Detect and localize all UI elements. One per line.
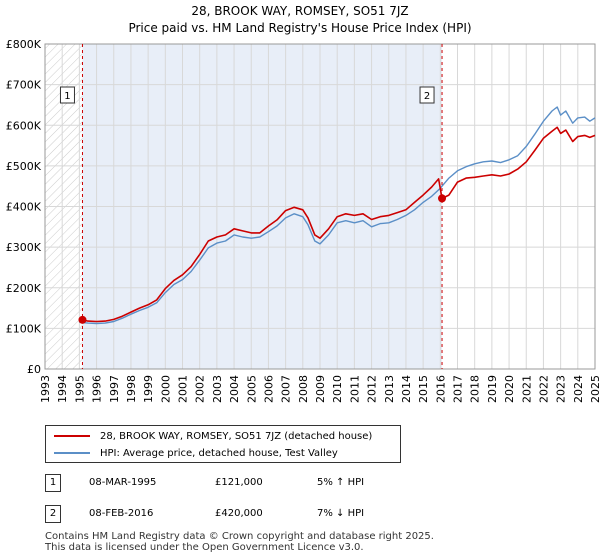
- x-tick-label: 2015: [417, 375, 430, 403]
- x-tick-label: 2017: [452, 375, 465, 403]
- legend-item-hpi: HPI: Average price, detached house, Test…: [46, 445, 338, 461]
- legend: 28, BROOK WAY, ROMSEY, SO51 7JZ (detache…: [45, 425, 401, 463]
- price-chart: £0 £100K £200K £300K £400K £500K £600K £700K £80…: [6, 38, 600, 403]
- x-tick-label: 2004: [228, 375, 241, 403]
- x-tick-label: 2000: [159, 375, 172, 403]
- x-tick-label: 2001: [177, 375, 190, 403]
- sale-box-label-2: 2: [424, 91, 430, 102]
- property-price-line: [82, 126, 596, 323]
- sale-price-2: £420,000: [215, 508, 263, 519]
- chart-subtitle: Price paid vs. HM Land Registry's House …: [128, 21, 472, 35]
- sale-box-2: [419, 86, 435, 104]
- legend-item-property: 28, BROOK WAY, ROMSEY, SO51 7JZ (detache…: [46, 428, 372, 444]
- sale-hpi-1: 5% ↑ HPI: [317, 477, 365, 488]
- y-tick-label: £100K: [6, 322, 42, 335]
- sale-box-1: [59, 86, 75, 104]
- x-tick-label: 2009: [314, 375, 327, 403]
- y-tick-label: £200K: [6, 282, 42, 295]
- sale-number-1: 1: [45, 474, 61, 492]
- sale-date-1: 08-MAR-1995: [89, 477, 157, 488]
- y-tick-label: £400K: [6, 201, 42, 214]
- x-tick-label: 1996: [91, 375, 104, 403]
- y-tick-label: £500K: [6, 160, 42, 173]
- x-tick-label: 2014: [400, 375, 413, 403]
- x-tick-label: 2011: [348, 375, 361, 403]
- x-tick-label: 2019: [486, 375, 499, 403]
- x-tick-label: 2003: [211, 375, 224, 403]
- sale-number-2: 2: [45, 505, 61, 523]
- x-tick-label: 2025: [589, 375, 600, 403]
- x-tick-label: 2006: [262, 375, 275, 403]
- footer-copyright: Contains HM Land Registry data © Crown c…: [45, 531, 434, 542]
- x-tick-label: 2008: [297, 375, 310, 403]
- x-tick-label: 2022: [537, 375, 550, 403]
- footer-license: This data is licensed under the Open Gov…: [45, 542, 364, 553]
- x-tick-label: 2007: [280, 375, 293, 403]
- y-tick-label: £700K: [6, 79, 42, 92]
- chart-title: 28, BROOK WAY, ROMSEY, SO51 7JZ: [191, 4, 409, 18]
- sale-marker-2: [438, 194, 447, 203]
- x-tick-label: 2020: [503, 375, 516, 403]
- x-tick-label: 1998: [125, 375, 138, 403]
- sale-row-2: 2 08-FEB-2016 £420,000 7% ↓ HPI: [45, 505, 585, 523]
- x-tick-label: 2021: [520, 375, 533, 403]
- sale-box-label-1: 1: [64, 91, 70, 102]
- y-tick-label: £0: [27, 363, 41, 376]
- legend-label-property: 28, BROOK WAY, ROMSEY, SO51 7JZ (detache…: [100, 430, 373, 442]
- y-tick-label: £600K: [6, 119, 42, 132]
- legend-swatch-property: [54, 435, 90, 437]
- x-tick-label: 2005: [245, 375, 258, 403]
- sale-marker-1: [78, 315, 87, 324]
- x-tick-label: 2024: [572, 375, 585, 403]
- sale-row-1: 1 08-MAR-1995 £121,000 5% ↑ HPI: [45, 474, 585, 492]
- x-tick-label: 2013: [383, 375, 396, 403]
- x-tick-label: 1999: [142, 375, 155, 403]
- x-tick-label: 2012: [366, 375, 379, 403]
- x-tick-label: 2018: [469, 375, 482, 403]
- legend-label-hpi: HPI: Average price, detached house, Test…: [100, 447, 338, 459]
- sale-price-1: £121,000: [215, 477, 263, 488]
- x-tick-label: 2002: [194, 375, 207, 403]
- sale-date-2: 08-FEB-2016: [89, 508, 154, 519]
- plot-border: [44, 43, 596, 370]
- sale-hpi-2: 7% ↓ HPI: [317, 508, 365, 519]
- x-tick-label: 1995: [73, 375, 86, 403]
- x-tick-label: 1994: [56, 375, 69, 403]
- x-tick-label: 1997: [108, 375, 121, 403]
- x-tick-label: 2023: [555, 375, 568, 403]
- x-tick-label: 1993: [39, 375, 52, 403]
- x-tick-label: 2016: [434, 375, 447, 403]
- legend-swatch-hpi: [54, 452, 90, 454]
- y-tick-label: £800K: [6, 38, 42, 51]
- x-tick-label: 2010: [331, 375, 344, 403]
- hpi-line: [79, 106, 596, 325]
- y-tick-label: £300K: [6, 241, 42, 254]
